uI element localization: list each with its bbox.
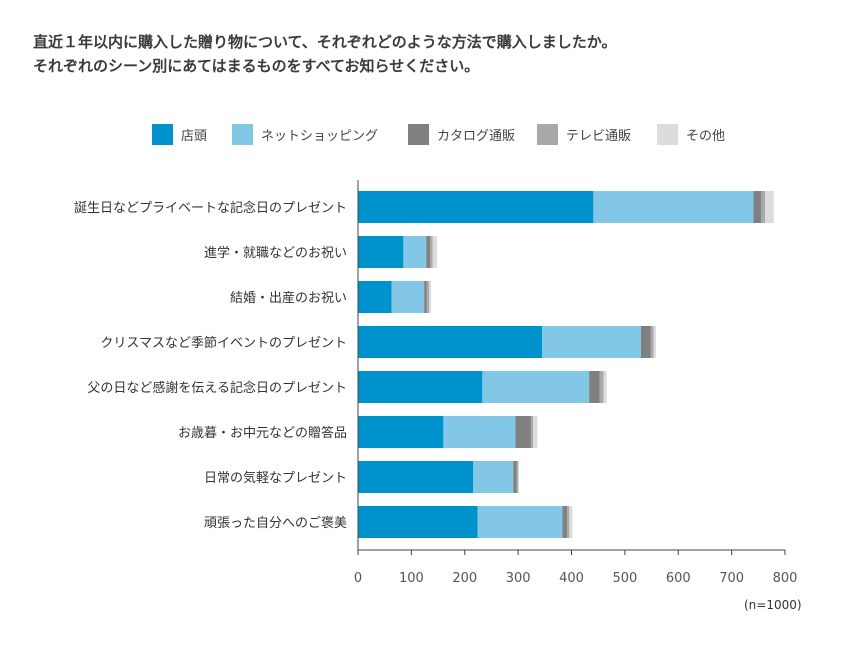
category-label: 誕生日などプライベートな記念日のプレゼント <box>74 200 347 216</box>
x-tick-label: 0 <box>354 571 362 586</box>
bar-segment <box>473 461 514 493</box>
x-tick-label: 300 <box>506 571 531 586</box>
bar-segment <box>640 326 651 358</box>
bar-segment <box>482 371 590 403</box>
bar-segment <box>516 461 519 493</box>
title-line-1: 直近１年以内に購入した贈り物について、それぞれどのような方法で購入しましたか。 <box>33 33 617 51</box>
legend-label: ネットショッピング <box>261 128 379 144</box>
bar-segment <box>358 236 404 268</box>
category-label: 進学・就職などのお祝い <box>204 245 347 261</box>
legend-item: ネットショッピング <box>232 122 378 146</box>
legend-swatch <box>537 123 558 145</box>
category-label: クリスマスなど季節イベントのプレゼント <box>100 336 347 351</box>
x-tick-label: 400 <box>559 571 584 586</box>
bar-segment <box>358 416 444 448</box>
bar-segment <box>426 236 431 268</box>
bar-segment <box>603 371 607 403</box>
x-tick-label: 700 <box>719 571 744 586</box>
bar-segment <box>518 461 520 493</box>
bar-segment <box>542 326 641 358</box>
legend-label: 店頭 <box>181 128 208 144</box>
legend-item: カタログ通販 <box>408 122 515 146</box>
bar-segment <box>589 371 600 403</box>
bar-segment <box>358 326 543 358</box>
chart-title: 直近１年以内に購入した贈り物について、それぞれどのような方法で購入しましたか。 … <box>33 30 617 78</box>
bar-segment <box>593 191 754 223</box>
bar-segment <box>358 506 478 538</box>
legend-item: その他 <box>657 122 725 146</box>
bar-segment <box>432 236 437 268</box>
legend-label: その他 <box>686 128 726 144</box>
bar-segment <box>650 326 654 358</box>
bar-segment <box>391 281 425 313</box>
x-tick-label: 500 <box>612 571 637 586</box>
bar-segment <box>424 281 427 313</box>
legend-swatch <box>657 123 678 145</box>
sample-size-note: (n=1000) <box>744 598 802 612</box>
legend-swatch <box>408 123 429 145</box>
bar-segment <box>567 506 570 538</box>
bar-segment <box>562 506 568 538</box>
x-tick-label: 800 <box>773 571 798 586</box>
bar-segment <box>765 191 774 223</box>
title-line-2: それぞれのシーン別にあてはまるものをすべてお知らせください。 <box>33 57 480 75</box>
legend-swatch <box>152 123 173 145</box>
x-tick-label: 600 <box>666 571 691 586</box>
bar-segment <box>358 191 594 223</box>
category-label: 結婚・出産のお祝い <box>230 290 347 306</box>
bar-segment <box>569 506 573 538</box>
bar-segment <box>430 236 433 268</box>
bar-segment <box>530 416 534 448</box>
bar-segment <box>477 506 563 538</box>
legend-label: テレビ通販 <box>566 128 632 144</box>
bar-segment <box>599 371 604 403</box>
x-tick-label: 100 <box>399 571 424 586</box>
category-label: お歳暮・お中元などの贈答品 <box>178 425 347 441</box>
bar-segment <box>533 416 538 448</box>
bar-segment <box>428 281 432 313</box>
bar-segment <box>358 461 474 493</box>
bar-segment <box>513 461 517 493</box>
bar-segment <box>653 326 656 358</box>
legend-item: 店頭 <box>152 122 207 146</box>
legend-item: テレビ通販 <box>537 122 631 146</box>
bar-segment <box>358 371 483 403</box>
category-label: 日常の気軽なプレゼント <box>204 470 347 486</box>
bar-segment <box>426 281 429 313</box>
legend-swatch <box>232 123 253 145</box>
legend: 店頭 ネットショッピング カタログ通販 テレビ通販 その他 <box>0 122 852 146</box>
category-label: 父の日など感謝を伝える記念日のプレゼント <box>87 380 347 396</box>
category-label: 頑張った自分へのご褒美 <box>204 515 347 531</box>
bar-segment <box>403 236 427 268</box>
bar-segment <box>358 281 392 313</box>
bar-segment <box>760 191 766 223</box>
x-tick-label: 200 <box>452 571 477 586</box>
bar-segment <box>443 416 516 448</box>
legend-label: カタログ通販 <box>437 128 516 144</box>
bar-segment <box>753 191 761 223</box>
bar-segment <box>515 416 531 448</box>
